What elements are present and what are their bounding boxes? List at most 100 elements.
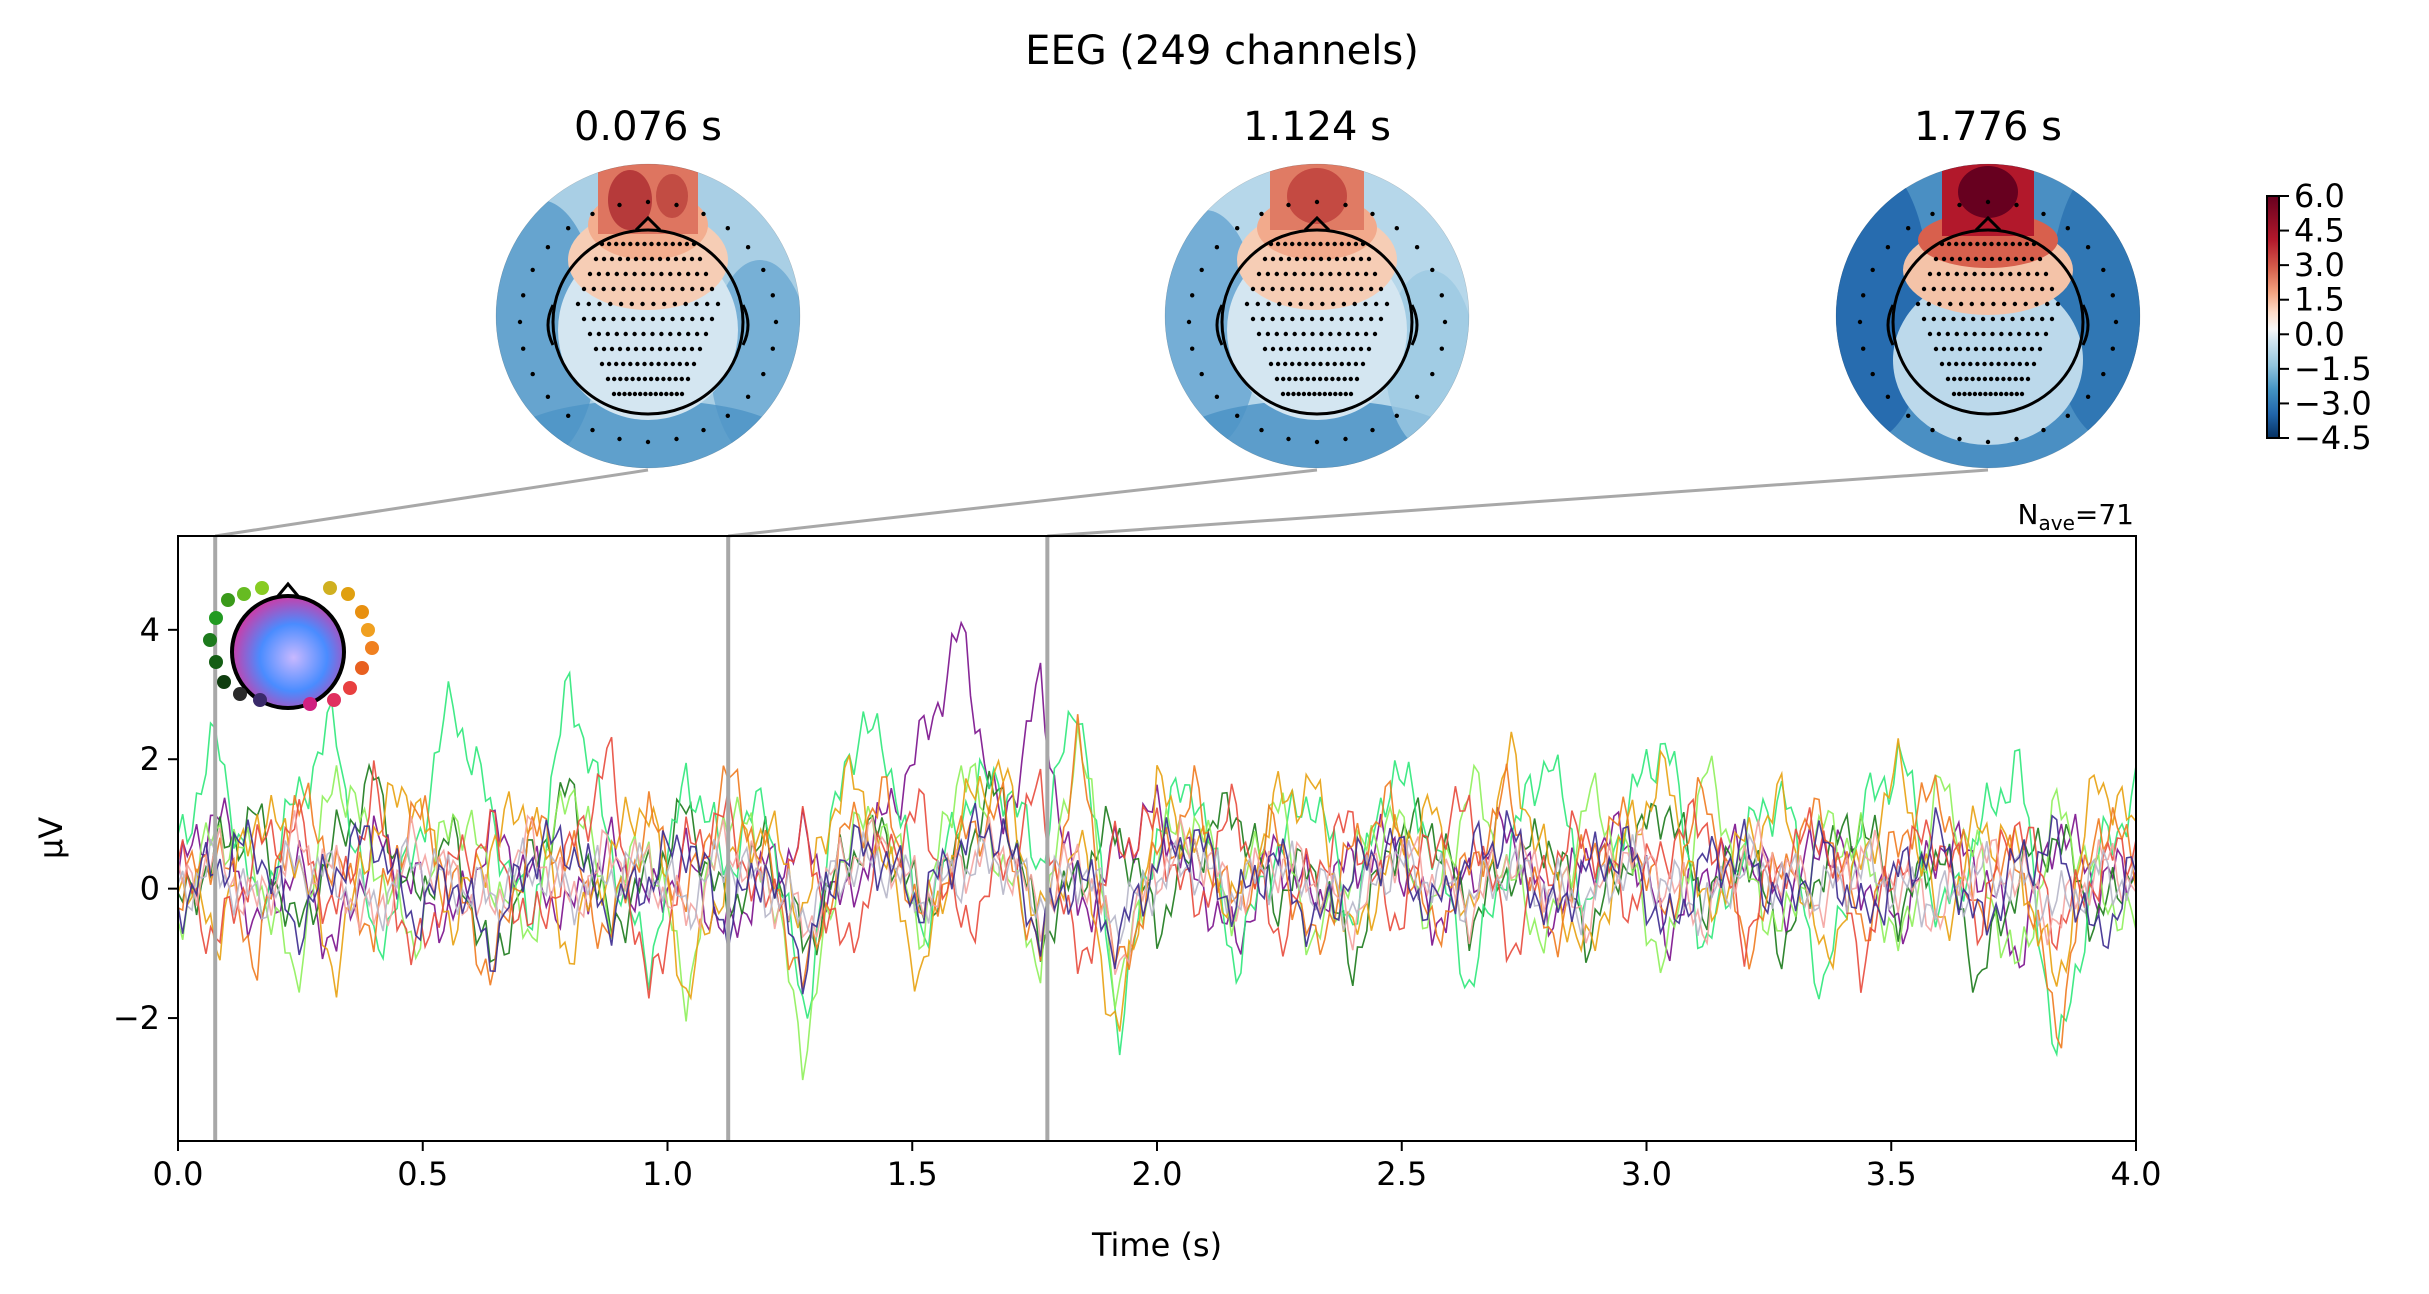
sensor-dot (1933, 256, 1939, 262)
sensor-dot (1332, 361, 1337, 367)
sensor-dot (1941, 286, 1946, 292)
sensor-dot (1366, 346, 1372, 352)
sensor-dot (1290, 316, 1295, 322)
x-tick-label: 1.5 (887, 1155, 938, 1193)
sensor-dot (1973, 256, 1979, 262)
sensor-dot (629, 301, 634, 307)
sensor-dot (1317, 376, 1323, 382)
sensor-dot (1993, 391, 1999, 397)
y-tick-label: 0 (140, 870, 160, 908)
sensor-dot (657, 256, 663, 262)
sensor-dot (640, 286, 646, 292)
sensor-dot (2065, 413, 2070, 418)
sensor-dot (674, 202, 679, 208)
sensor-dot (1310, 346, 1316, 352)
sensor-dot (640, 301, 645, 307)
sensor-dot (1286, 346, 1292, 352)
sensor-dot (673, 376, 678, 382)
sensor-dot (609, 346, 615, 352)
sensor-dot (612, 376, 617, 382)
sensor-dot (1330, 376, 1335, 382)
sensor-dot (669, 391, 674, 397)
sensor-dot (1957, 391, 1962, 397)
sensor-dot (1199, 371, 1204, 377)
sensor-dot (1339, 316, 1344, 322)
sensor-dot (632, 331, 637, 337)
sensor-dot (2043, 331, 2049, 337)
sensor-dot (633, 346, 639, 352)
sensor-dot (1363, 331, 1369, 337)
sensor-dot (1363, 301, 1368, 307)
sensor-dot (586, 301, 591, 307)
sensor-dot (1292, 271, 1297, 277)
sensor-dot (677, 361, 682, 367)
sensor-dot (1996, 361, 2001, 367)
sensor-dot (1329, 286, 1335, 292)
sensor-dot (1337, 331, 1342, 337)
sensor-dot (1948, 301, 1953, 307)
sensor-dot (1354, 376, 1360, 382)
sensor-dot (2031, 361, 2037, 367)
sensor-dot (1952, 376, 1957, 382)
sensor-dot (1982, 241, 1987, 247)
sensor-dot (684, 361, 690, 367)
sensor-dot (1214, 394, 1220, 399)
sensor-dot (1259, 427, 1264, 433)
nave-annotation: Nave=71 (2018, 498, 2134, 535)
sensor-dot (1270, 346, 1276, 352)
sensor-dot (1945, 331, 1951, 337)
sensor-dot (596, 331, 602, 337)
sensor-dot (1301, 331, 1306, 337)
sensor-dot (1275, 361, 1281, 367)
sensor-dot (606, 241, 612, 247)
y-tick-label: 2 (140, 740, 160, 778)
sensor-dot (601, 256, 607, 262)
sensor-dot (670, 316, 675, 322)
sensor-dot (581, 316, 587, 322)
sensor-dot (1370, 211, 1375, 217)
sensor-dot (1280, 286, 1285, 292)
sensor-dot (672, 301, 678, 307)
sensor-dot (621, 241, 626, 247)
topomap-1 (495, 163, 801, 469)
sensor-dot (662, 301, 667, 307)
sensor-dot (1941, 256, 1947, 262)
sensor-dot (1372, 271, 1378, 277)
sensor-dot (1991, 301, 1996, 307)
sensor-dot (1309, 316, 1315, 322)
sensor-dot (1359, 286, 1364, 292)
sensor-dot (591, 286, 596, 292)
sensor-dot (770, 346, 775, 351)
topomap-3 (1835, 163, 2141, 469)
sensor-dot (761, 267, 766, 273)
sensor-dot (674, 391, 679, 397)
sensor-dot (1290, 361, 1295, 367)
colorbar-tick-label: 1.5 (2294, 281, 2345, 319)
sensor-dot (1857, 319, 1863, 325)
sensor-dot (1309, 301, 1314, 307)
sensor-dot (625, 256, 631, 262)
sensor-dot (587, 271, 593, 277)
sensor-dot (1302, 346, 1308, 352)
sensor-dot (631, 286, 636, 292)
sensor-dot (1332, 241, 1337, 247)
sensor-dot (653, 391, 658, 397)
sensor-color-legend (203, 581, 379, 711)
sensor-dot (650, 271, 655, 277)
sensor-dot (2010, 316, 2015, 322)
sensor-dot (1317, 391, 1322, 397)
sensor-dot (1311, 361, 1316, 367)
sensor-dot (667, 376, 672, 382)
sensor-dot (1333, 391, 1338, 397)
sensor-dot (2031, 241, 2037, 247)
sensor-dot (1320, 301, 1325, 307)
sensor-dot (2030, 316, 2035, 322)
sensor-dot (608, 301, 613, 307)
sensor-dot (1358, 346, 1364, 352)
sensor-dot (2040, 286, 2045, 292)
sensor-dot (1328, 331, 1333, 337)
sensor-dot (1366, 256, 1372, 262)
sensor-dot (1290, 241, 1295, 247)
sensor-dot (1962, 391, 1967, 397)
sensor-dot (1906, 226, 1911, 231)
